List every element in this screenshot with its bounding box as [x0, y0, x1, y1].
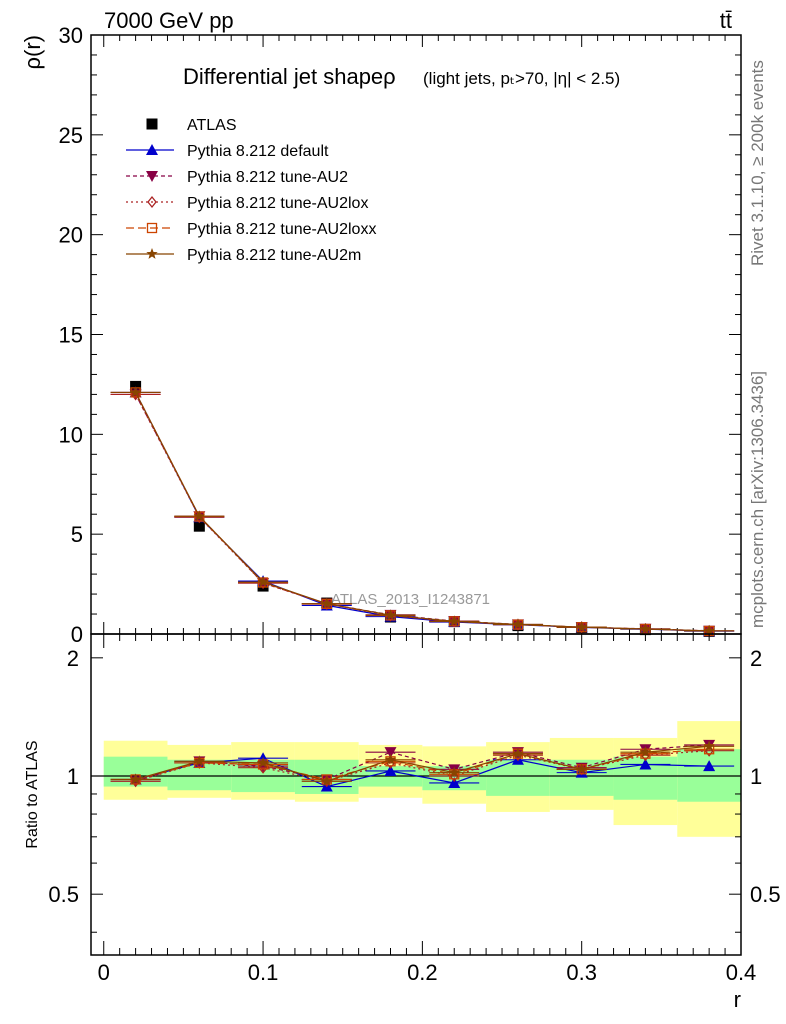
ratio-line	[135, 757, 710, 788]
ratio-y-axis-label: Ratio to ATLAS	[24, 740, 41, 848]
ratio-point	[384, 747, 397, 759]
ratio-point	[576, 763, 588, 775]
ratio-y-tick-label: 1	[67, 764, 79, 789]
x-tick-label: 0	[98, 960, 110, 985]
ratio-point	[703, 760, 716, 772]
series-pythia-8-212-tune-au2m	[110, 386, 735, 636]
legend-label: Pythia 8.212 default	[187, 143, 329, 160]
ratio-line	[135, 748, 710, 781]
legend: ATLAS Pythia 8.212 default Pythia 8.212 tu…	[126, 117, 376, 264]
legend-marker	[147, 195, 157, 209]
data-point	[512, 618, 524, 630]
legend-marker	[146, 171, 158, 182]
ratio-line	[135, 750, 710, 782]
data-point	[703, 624, 715, 636]
x-tick-label: 0.2	[407, 960, 438, 985]
legend-label: Pythia 8.212 tune-AU2lox	[187, 195, 368, 212]
ratio-plot-panel: 0.5 0.5 1 1 2 2 Ratio to ATLAS 0 0.1 0.2 0.3 0.4r	[24, 633, 781, 1012]
y-tick-label: 30	[59, 23, 83, 48]
beam-energy-label: 7000 GeV pp	[104, 8, 234, 33]
y-tick-label: 25	[59, 123, 83, 148]
data-point	[321, 597, 333, 609]
ratio-point	[129, 773, 142, 785]
ratio-y-tick-label: 0.5	[48, 882, 79, 907]
main-y-axis: 0 5 10 15 20 25 30	[59, 23, 741, 647]
ratio-point	[639, 758, 652, 770]
data-point	[384, 609, 397, 621]
legend-item-pythia-8-212-default: Pythia 8.212 default	[126, 143, 329, 160]
y-tick-label: 0	[71, 622, 83, 647]
y-tick-label: 10	[59, 422, 83, 447]
rivet-version-label: Rivet 3.1.10, ≥ 200k events	[748, 60, 767, 266]
y-tick-label: 5	[71, 522, 83, 547]
x-axis-label: r	[734, 987, 741, 1012]
legend-item-pythia-8-212-tune-au2loxx: Pythia 8.212 tune-AU2loxx	[126, 221, 376, 238]
ratio-point	[639, 746, 652, 757]
y-tick-label: 15	[59, 323, 83, 348]
x-tick-label: 0.3	[566, 960, 597, 985]
legend-item-pythia-8-212-tune-au2m: Pythia 8.212 tune-AU2m	[126, 247, 361, 264]
ratio-point	[448, 776, 461, 788]
x-axis: 0 0.1 0.2 0.3 0.4r	[98, 634, 757, 1012]
legend-label: Pythia 8.212 tune-AU2m	[187, 247, 361, 264]
x-tick-label: 0.4	[726, 960, 757, 985]
uncertainty-band-inner	[486, 759, 550, 796]
chart-title: Differential jet shapeρ	[183, 64, 396, 89]
ratio-y-tick-label: 2	[67, 646, 79, 671]
ratio-point	[384, 753, 397, 765]
legend-marker	[146, 248, 158, 259]
ratio-y-axis: 0.5 0.5 1 1 2 2	[48, 646, 781, 933]
process-label: tt̄	[720, 8, 732, 33]
ratio-point	[384, 764, 397, 776]
ratio-point	[321, 775, 333, 787]
x-tick-label: 0.1	[248, 960, 279, 985]
y-tick-label: 20	[59, 223, 83, 248]
legend-label: Pythia 8.212 tune-AU2loxx	[187, 221, 376, 238]
analysis-watermark: ATLAS_2013_I1243871	[331, 591, 490, 608]
legend-label: Pythia 8.212 tune-AU2	[187, 169, 348, 186]
ratio-series-pythia-8-212-tune-au2m	[110, 740, 735, 787]
mcplots-reference-label: mcplots.cern.ch [arXiv:1306.3436]	[748, 370, 767, 628]
legend-marker	[146, 222, 158, 234]
ratio-point	[703, 740, 715, 752]
main-y-axis-label: ρ(r)	[20, 35, 45, 70]
ratio-point	[193, 755, 205, 767]
legend-item-atlas: ATLAS	[146, 117, 237, 134]
ratio-frame	[90, 633, 742, 956]
legend-label: ATLAS	[187, 117, 237, 134]
legend-item-pythia-8-212-tune-au2: Pythia 8.212 tune-AU2	[126, 169, 348, 186]
ratio-y-tick-label-right: 0.5	[750, 882, 781, 907]
main-plot-panel: 0 5 10 15 20 25 30 ρ(r) Differential jet shapeρ (…	[20, 23, 742, 647]
data-point	[639, 623, 652, 634]
data-point	[129, 386, 142, 398]
ratio-y-tick-label-right: 1	[750, 764, 762, 789]
legend-marker	[146, 118, 158, 130]
data-point	[448, 615, 460, 627]
ratio-point	[257, 756, 269, 768]
data-point	[576, 621, 588, 633]
chart-subtitle: (light jets, pₜ>70, |η| < 2.5)	[423, 69, 620, 88]
ratio-point	[448, 766, 460, 778]
legend-marker	[146, 144, 158, 155]
ratio-y-tick-label-right: 2	[750, 646, 762, 671]
legend-item-pythia-8-212-tune-au2lox: Pythia 8.212 tune-AU2lox	[126, 195, 368, 212]
figure-header: 7000 GeV pp tt̄	[104, 8, 732, 33]
ratio-line	[135, 745, 710, 782]
data-point	[257, 576, 269, 587]
data-point	[193, 520, 205, 532]
series-line	[135, 392, 710, 632]
data-point	[193, 510, 205, 522]
ratio-point	[512, 747, 524, 759]
